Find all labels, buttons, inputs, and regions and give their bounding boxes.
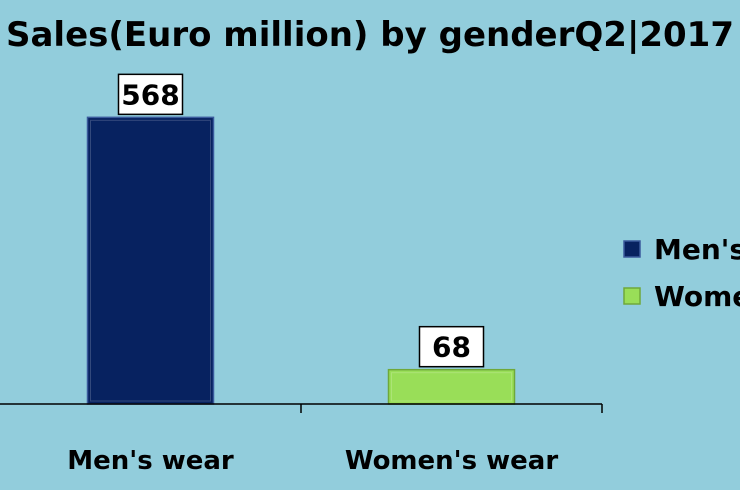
bar-bevel	[391, 372, 512, 402]
data-label-box	[418, 325, 485, 368]
bar-2	[387, 368, 516, 405]
plot-area: 568 Men's wear 68 Women's wear	[0, 73, 603, 476]
legend-label: Women's wear	[654, 280, 740, 313]
legend: Men's wear Women's wear	[623, 233, 740, 313]
bar-1	[86, 116, 215, 405]
legend-label: Men's wear	[654, 233, 740, 266]
chart-title: Sales(Euro million) by genderQ2|2017	[6, 15, 734, 55]
x-tick-label: Women's wear	[345, 446, 559, 476]
data-label-box	[117, 73, 184, 116]
data-label: 568	[121, 78, 179, 111]
legend-swatch	[623, 240, 641, 258]
bar-bevel	[90, 119, 211, 402]
data-label: 68	[432, 331, 471, 364]
legend-swatch	[623, 287, 641, 305]
x-tick-label: Men's wear	[67, 446, 234, 476]
